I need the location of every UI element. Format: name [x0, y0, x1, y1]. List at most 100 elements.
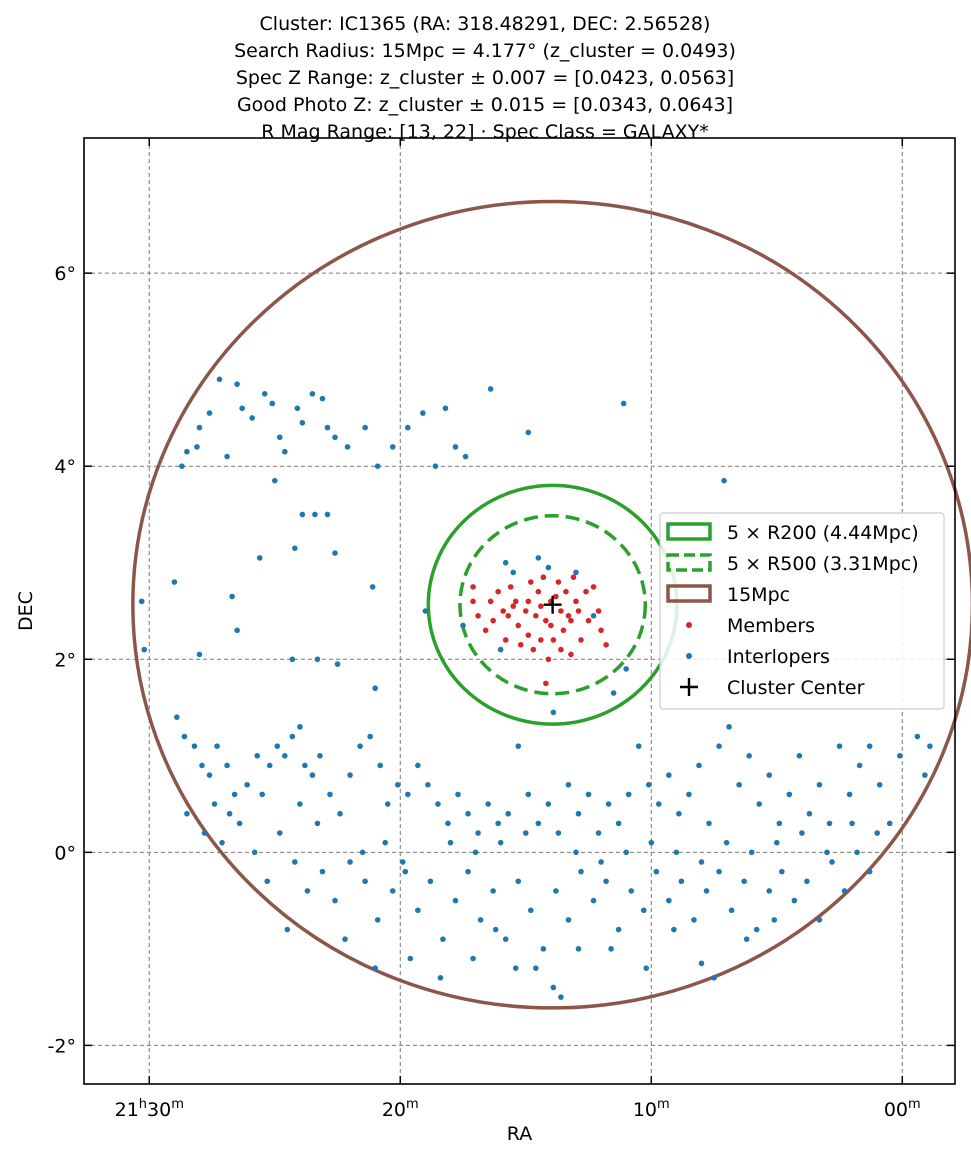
member-point	[475, 613, 481, 619]
interloper-point	[640, 907, 647, 914]
member-point	[563, 588, 569, 595]
interloper-point	[671, 926, 677, 933]
interloper-point	[138, 598, 145, 605]
interloper-point	[196, 424, 203, 431]
interloper-point	[565, 781, 572, 788]
x-tick-label: 00m	[884, 1097, 921, 1121]
interloper-point	[357, 743, 363, 749]
title-line-1: Cluster: IC1365 (RA: 318.48291, DEC: 2.5…	[260, 13, 711, 35]
interloper-point	[826, 820, 833, 827]
legend-swatch-3	[686, 622, 692, 628]
interloper-point	[856, 762, 863, 769]
interloper-point	[716, 868, 722, 875]
member-point	[533, 613, 539, 619]
interloper-point	[824, 849, 830, 856]
interloper-point	[615, 820, 622, 827]
interloper-point	[691, 917, 697, 923]
member-point	[585, 617, 592, 624]
interloper-point	[753, 926, 760, 933]
interloper-point	[324, 424, 331, 431]
interloper-point	[274, 743, 281, 749]
interloper-point	[635, 743, 642, 749]
interloper-point	[234, 627, 240, 634]
member-point	[540, 574, 547, 581]
interloper-point	[332, 897, 338, 904]
interloper-point	[254, 752, 260, 759]
y-tick-label: -2°	[48, 1035, 76, 1057]
interloper-point	[420, 410, 426, 416]
interloper-point	[573, 849, 579, 856]
interloper-point	[522, 830, 529, 836]
interloper-point	[836, 743, 843, 749]
interloper-point	[728, 907, 735, 914]
interloper-point	[608, 946, 614, 952]
interloper-point	[698, 960, 705, 967]
member-point	[510, 603, 517, 609]
interloper-point	[229, 593, 235, 600]
interloper-point	[452, 444, 459, 450]
member-point	[517, 641, 524, 648]
interloper-point	[312, 511, 318, 518]
interloper-point	[216, 376, 223, 383]
interloper-point	[437, 975, 444, 981]
interloper-point	[716, 743, 722, 749]
interloper-point	[402, 868, 409, 875]
interloper-point	[497, 646, 504, 653]
member-point	[543, 680, 549, 687]
interloper-point	[251, 849, 258, 856]
interloper-point	[394, 781, 401, 788]
member-point	[570, 574, 577, 581]
legend-label-3: Members	[727, 615, 815, 637]
interloper-point	[721, 477, 727, 484]
y-axis-label: DEC	[15, 591, 37, 631]
interloper-point	[816, 781, 823, 788]
interloper-point	[226, 810, 233, 817]
interloper-point	[527, 907, 534, 914]
interloper-point	[628, 888, 634, 894]
member-point	[590, 584, 597, 590]
interloper-point	[565, 917, 572, 923]
interloper-point	[545, 801, 552, 807]
interloper-point	[435, 801, 441, 807]
interloper-point	[645, 781, 652, 788]
interloper-point	[214, 743, 220, 749]
interloper-point	[472, 849, 479, 856]
interloper-point	[319, 868, 326, 875]
member-point	[505, 613, 512, 619]
title-line-3: Spec Z Range: z_cluster ± 0.007 = [0.042…	[236, 67, 734, 89]
interloper-point	[266, 762, 273, 769]
member-point	[535, 588, 542, 595]
interloper-point	[292, 859, 298, 865]
legend-label-1: 5 × R500 (3.31Mpc)	[727, 553, 919, 575]
member-point	[525, 598, 532, 605]
y-tick-label: 6°	[54, 263, 76, 285]
interloper-point	[922, 772, 928, 778]
interloper-point	[389, 888, 396, 894]
interloper-point	[297, 801, 303, 807]
interloper-point	[743, 936, 750, 943]
interloper-point	[656, 801, 662, 807]
interloper-point	[829, 859, 835, 865]
interloper-point	[706, 820, 712, 827]
interloper-point	[261, 391, 268, 397]
interloper-point	[598, 859, 604, 865]
interloper-point	[196, 651, 203, 658]
interloper-point	[141, 646, 148, 653]
member-point	[573, 598, 579, 605]
y-tick-label: 0°	[54, 842, 76, 864]
member-point	[545, 656, 552, 663]
interloper-point	[610, 690, 617, 696]
member-point	[500, 608, 506, 614]
member-point	[568, 617, 574, 624]
interloper-point	[540, 946, 547, 952]
interloper-point	[181, 733, 188, 740]
member-point	[598, 627, 604, 634]
interloper-point	[319, 395, 326, 402]
interloper-point	[234, 381, 240, 387]
interloper-point	[442, 405, 449, 412]
legend-label-4: Interlopers	[727, 646, 830, 668]
member-point	[502, 637, 509, 643]
interloper-point	[666, 897, 672, 904]
member-point	[490, 617, 496, 624]
legend-swatch-2	[666, 584, 712, 603]
